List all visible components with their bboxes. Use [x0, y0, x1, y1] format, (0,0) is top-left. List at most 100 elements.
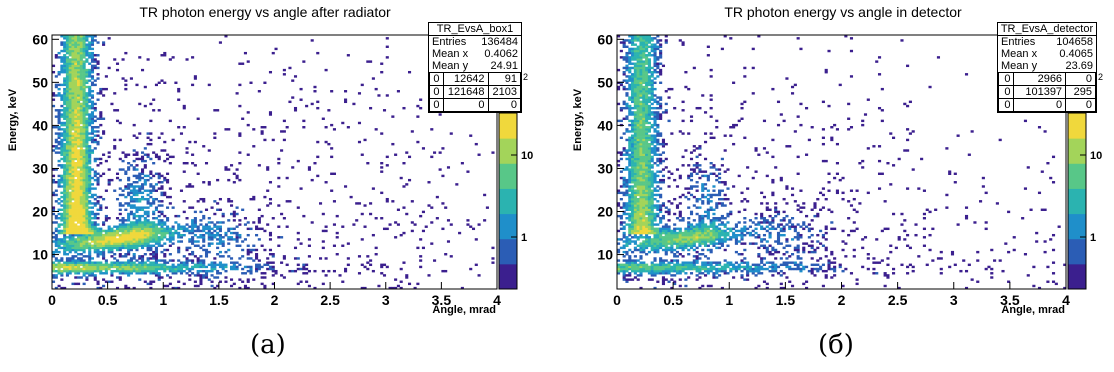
heatmap-cell	[703, 210, 708, 214]
heatmap-cell	[633, 193, 637, 197]
heatmap-cell	[625, 212, 629, 216]
heatmap-cell	[102, 263, 106, 267]
heatmap-cell	[684, 263, 688, 267]
heatmap-cell	[71, 185, 75, 188]
heatmap-cell	[647, 236, 651, 239]
heatmap-cell	[135, 176, 139, 180]
heatmap-cell	[71, 58, 75, 61]
heatmap-cell	[63, 157, 67, 161]
heatmap-cell	[63, 269, 67, 273]
heatmap-cell	[79, 159, 83, 163]
heatmap-cell	[77, 121, 81, 125]
heatmap-cell	[625, 104, 629, 108]
heatmap-cell	[673, 229, 677, 233]
heatmap-cell	[628, 197, 632, 201]
heatmap-cell	[664, 223, 668, 226]
heatmap-cell	[90, 54, 95, 57]
heatmap-cell	[124, 219, 128, 222]
heatmap-cell	[645, 193, 649, 197]
heatmap-cell	[71, 189, 75, 192]
heatmap-cell	[687, 227, 691, 231]
heatmap-cell	[141, 263, 145, 267]
heatmap-cell	[639, 261, 643, 264]
heatmap-cell	[71, 56, 75, 59]
heatmap-cell	[647, 39, 651, 42]
heatmap-cell	[625, 153, 629, 156]
heatmap-cell	[633, 68, 637, 72]
heatmap-cell	[636, 123, 640, 127]
heatmap-cell	[363, 204, 367, 207]
heatmap-cell	[71, 126, 75, 129]
heatmap-cell	[85, 109, 89, 112]
heatmap-cell	[695, 147, 699, 150]
heatmap-cell	[146, 259, 150, 262]
heatmap-cell	[71, 90, 75, 93]
heatmap-cell	[68, 233, 72, 237]
heatmap-cell	[152, 189, 156, 192]
heatmap-cell	[402, 162, 406, 165]
heatmap-cell	[77, 126, 81, 129]
heatmap-cell	[127, 242, 131, 245]
heatmap-cell	[199, 223, 203, 226]
heatmap-cell	[74, 111, 78, 114]
heatmap-cell	[218, 240, 222, 243]
heatmap-cell	[82, 54, 86, 57]
heatmap-cell	[628, 136, 632, 140]
heatmap-cell	[285, 225, 289, 228]
heatmap-cell	[380, 62, 384, 65]
heatmap-cell	[199, 233, 203, 237]
heatmap-cell	[141, 223, 145, 226]
heatmap-cell	[90, 102, 95, 106]
heatmap-cell	[631, 204, 635, 207]
heatmap-cell	[135, 153, 139, 156]
heatmap-cell	[77, 92, 81, 95]
heatmap-cell	[631, 269, 635, 273]
heatmap-cell	[636, 111, 640, 114]
heatmap-cell	[357, 92, 362, 95]
heatmap-cell	[166, 195, 170, 199]
heatmap-cell	[129, 272, 133, 275]
heatmap-cell	[332, 172, 336, 175]
heatmap-cell	[63, 195, 67, 199]
heatmap-cell	[670, 231, 674, 235]
heatmap-cell	[82, 138, 86, 142]
heatmap-cell	[659, 70, 663, 74]
heatmap-cell	[129, 185, 133, 188]
heatmap-cell	[631, 174, 635, 178]
heatmap-cell	[695, 181, 699, 184]
heatmap-cell	[709, 248, 713, 252]
heatmap-cell	[79, 56, 83, 59]
heatmap-cell	[625, 51, 629, 55]
heatmap-cell	[88, 269, 92, 273]
heatmap-cell	[622, 255, 626, 258]
heatmap-cell	[74, 219, 78, 222]
heatmap-cell	[266, 223, 270, 226]
heatmap-cell	[692, 149, 696, 152]
heatmap-cell	[633, 134, 637, 137]
heatmap-cell	[633, 168, 637, 171]
heatmap-cell	[628, 77, 632, 80]
heatmap-cell	[653, 77, 657, 80]
heatmap-cell	[238, 151, 242, 154]
heatmap-cell	[99, 263, 103, 267]
heatmap-cell	[121, 77, 125, 80]
heatmap-cell	[471, 227, 476, 231]
heatmap-cell	[238, 83, 242, 87]
heatmap-cell	[659, 233, 663, 237]
heatmap-cell	[204, 250, 209, 254]
heatmap-cell	[107, 246, 111, 250]
heatmap-cell	[121, 233, 125, 237]
heatmap-cell	[85, 73, 89, 76]
heatmap-cell	[664, 269, 668, 273]
heatmap-cell	[193, 284, 197, 288]
heatmap-cell	[52, 267, 56, 271]
heatmap-cell	[684, 236, 688, 239]
heatmap-cell	[642, 66, 646, 70]
heatmap-cell	[93, 66, 97, 70]
heatmap-cell	[63, 37, 67, 40]
heatmap-cell	[633, 272, 637, 275]
heatmap-cell	[444, 206, 448, 209]
heatmap-cell	[238, 236, 242, 239]
heatmap-cell	[701, 195, 705, 199]
heatmap-cell	[188, 225, 192, 228]
